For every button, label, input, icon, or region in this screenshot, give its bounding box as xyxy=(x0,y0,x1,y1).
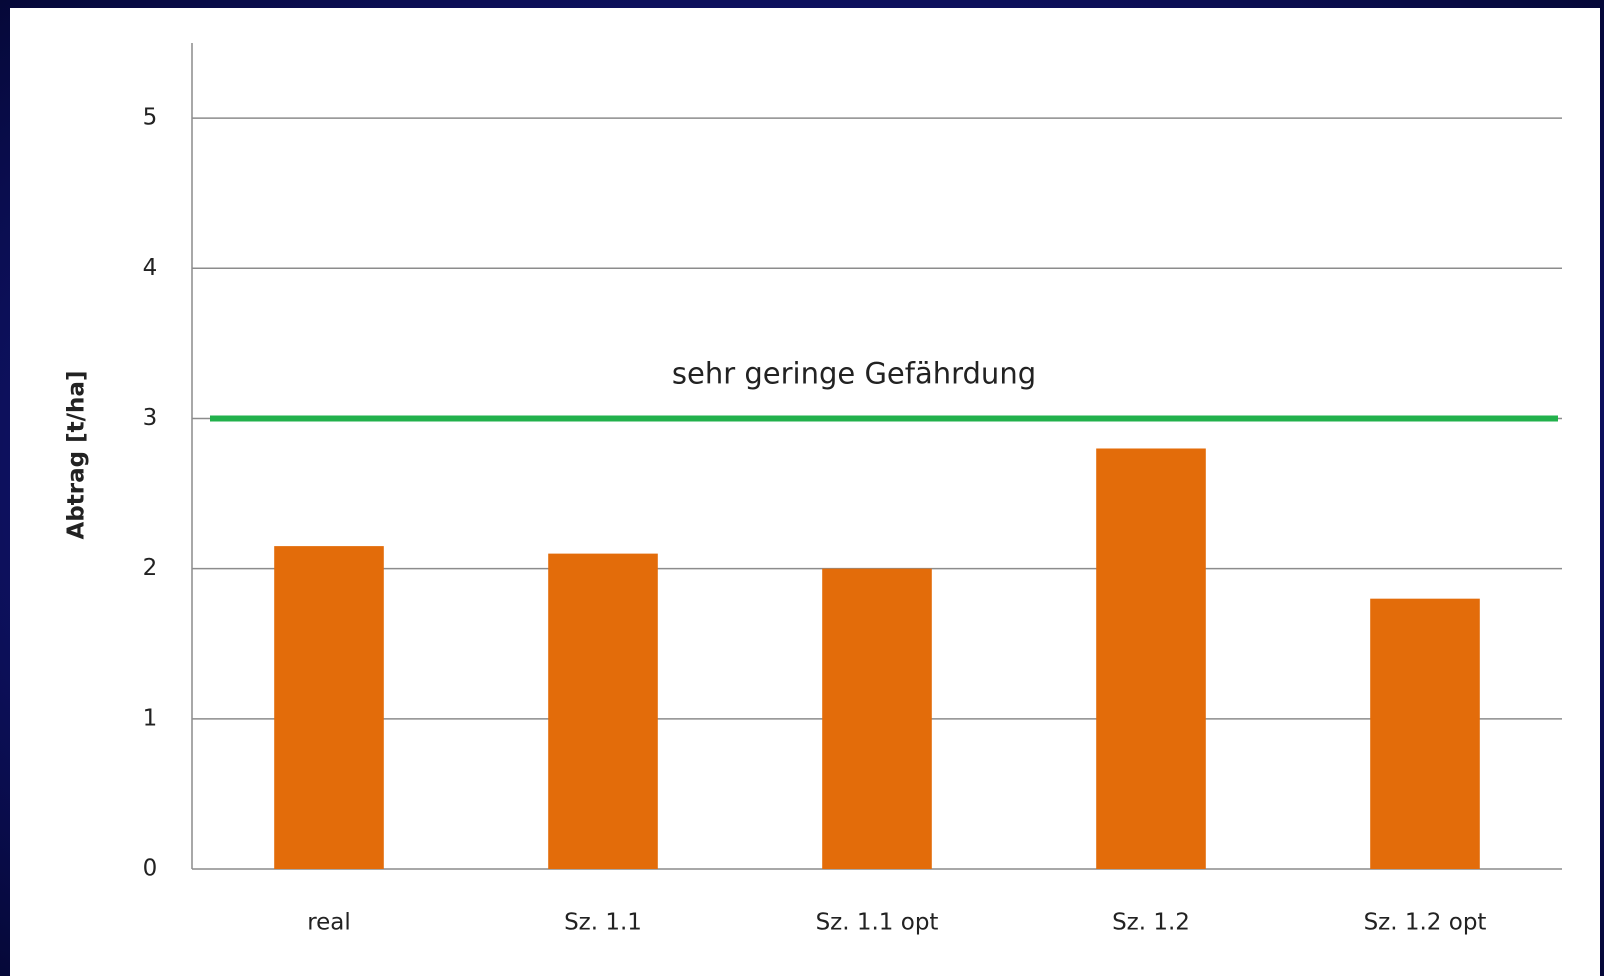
bar xyxy=(822,568,932,869)
y-tick-label: 5 xyxy=(143,105,158,131)
x-tick-label: Sz. 1.2 opt xyxy=(1364,910,1487,936)
y-tick-label: 3 xyxy=(143,405,158,431)
x-tick-label: Sz. 1.1 xyxy=(564,910,642,936)
bar xyxy=(548,553,658,869)
x-tick-label: real xyxy=(307,910,351,936)
y-tick-label: 2 xyxy=(143,555,158,581)
y-axis-title: Abtrag [t/ha] xyxy=(64,371,90,540)
bar xyxy=(1370,598,1480,869)
bar xyxy=(274,546,384,869)
bar xyxy=(1096,448,1206,869)
x-tick-label: Sz. 1.2 xyxy=(1112,910,1190,936)
chart-panel xyxy=(10,8,1600,976)
reference-label: sehr geringe Gefährdung xyxy=(672,356,1036,390)
x-tick-label: Sz. 1.1 opt xyxy=(816,910,939,936)
y-tick-label: 1 xyxy=(143,705,158,731)
y-tick-label: 4 xyxy=(143,255,158,281)
y-tick-label: 0 xyxy=(143,856,158,882)
